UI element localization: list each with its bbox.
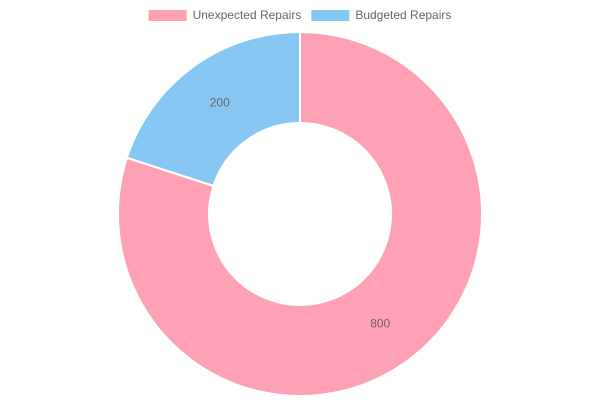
data-label: 200	[210, 96, 230, 110]
slice	[117, 30, 483, 397]
legend-label: Budgeted Repairs	[355, 8, 451, 22]
legend-swatch	[311, 10, 350, 21]
slice	[125, 30, 301, 188]
data-label: 800	[370, 317, 390, 331]
legend-swatch	[148, 10, 187, 21]
legend-label: Unexpected Repairs	[193, 8, 302, 22]
